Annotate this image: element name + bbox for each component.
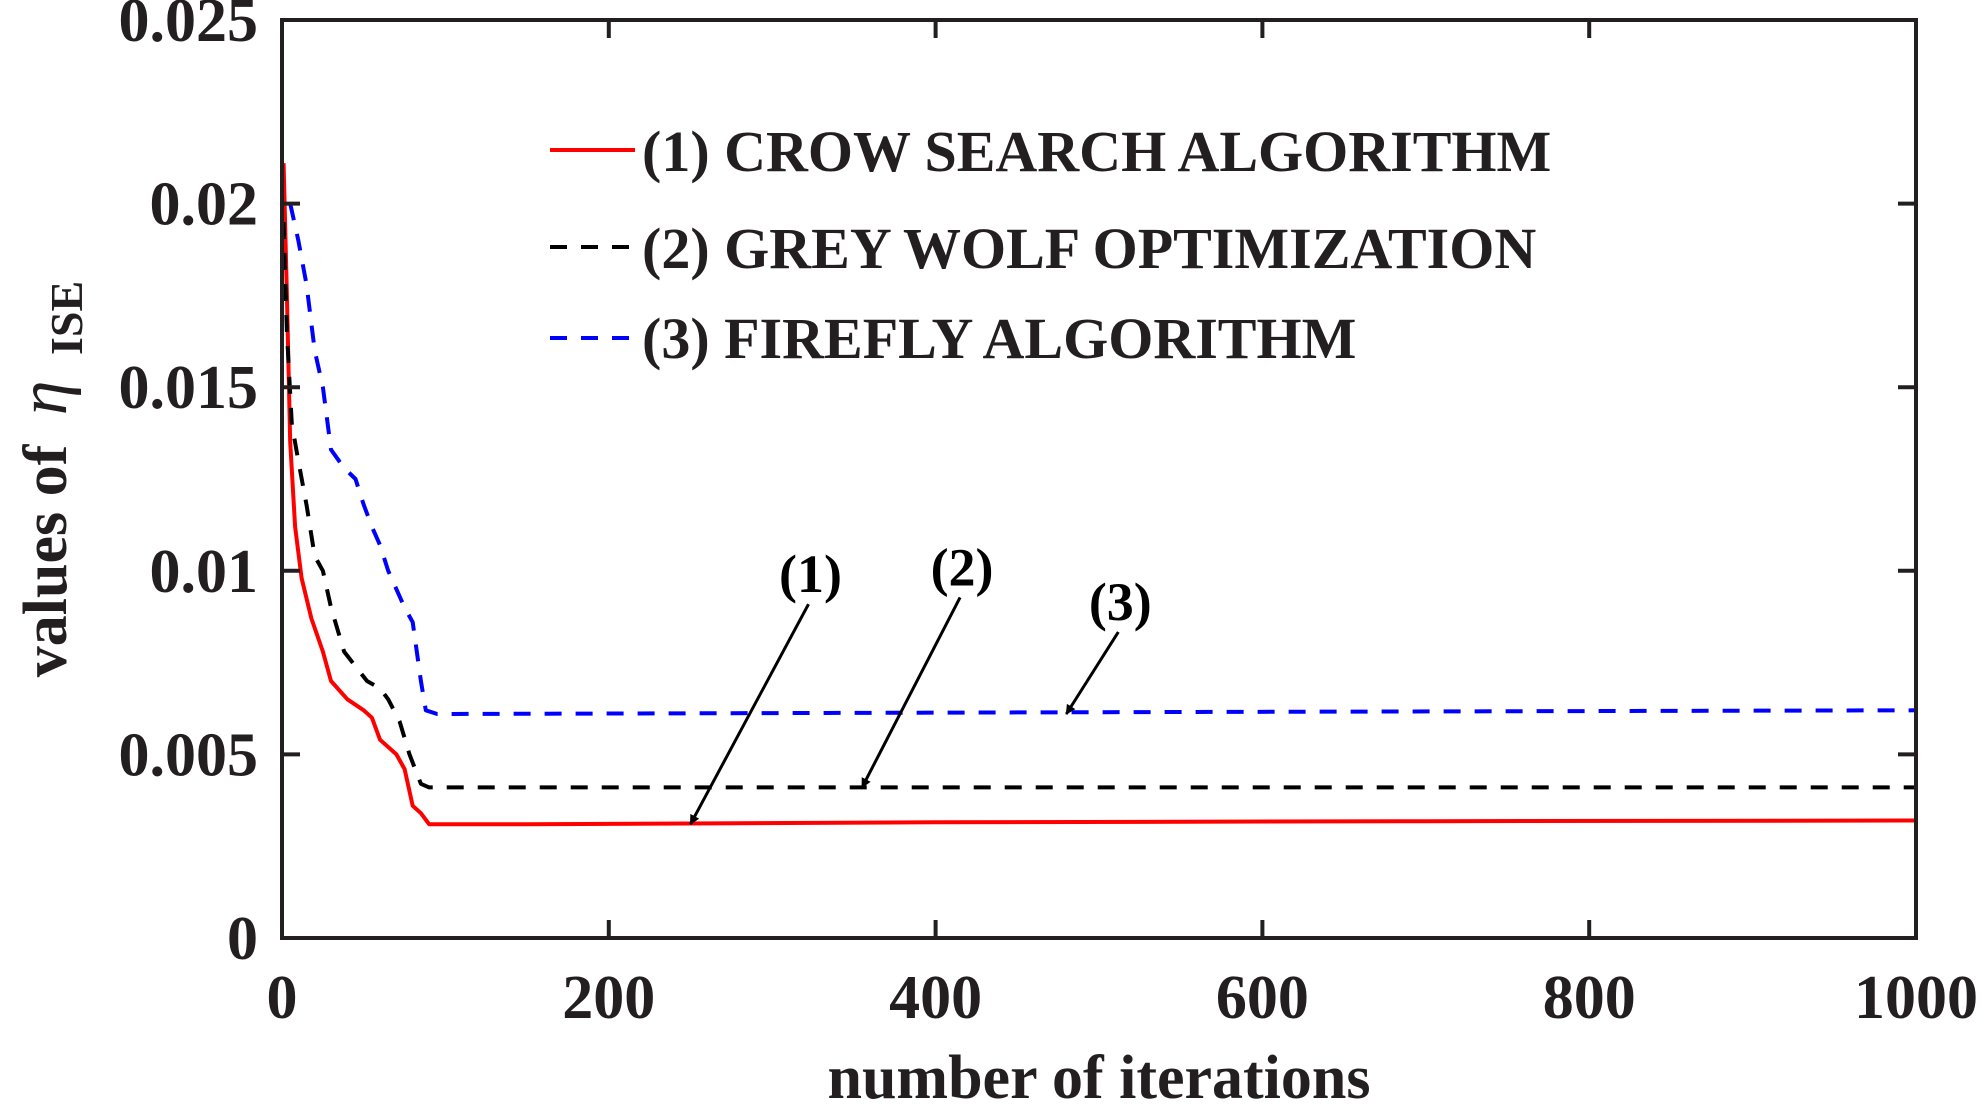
x-axis-label: number of iterations — [827, 1044, 1370, 1108]
plot-frame — [280, 18, 1918, 940]
x-tick-label: 800 — [1543, 964, 1636, 1032]
y-tick-label: 0.01 — [150, 538, 259, 606]
y-tick-label: 0.015 — [119, 354, 259, 422]
x-tick-label: 600 — [1216, 964, 1309, 1032]
x-tick-label: 400 — [889, 964, 982, 1032]
y-axis-label: values of η ISE — [5, 281, 92, 677]
annotation-arrow-1 — [689, 603, 810, 826]
legend: (1) CROW SEARCH ALGORITHM (2) GREY WOLF … — [550, 119, 1551, 371]
legend-label-1: (1) CROW SEARCH ALGORITHM — [642, 119, 1551, 184]
y-axis-label-prefix: values of — [12, 443, 80, 677]
series-line-2 — [281, 221, 1916, 790]
legend-label-2: (2) GREY WOLF OPTIMIZATION — [642, 216, 1536, 281]
y-tick-label: 0.025 — [119, 0, 259, 55]
annotation-arrow-2 — [860, 596, 962, 789]
y-tick-label: 0.005 — [119, 721, 259, 789]
annotation-arrow-3 — [1065, 631, 1120, 715]
annotation-label-2: (2) — [931, 537, 994, 597]
series-line-3 — [288, 203, 1917, 716]
y-tick-label: 0.02 — [150, 171, 259, 239]
y-tick-label: 0 — [227, 905, 258, 973]
y-axis-label-subscript: ISE — [41, 281, 92, 355]
series-line-1 — [281, 163, 1917, 827]
series-layer — [281, 163, 1917, 827]
legend-label-3: (3) FIREFLY ALGORITHM — [642, 306, 1356, 371]
x-tick-label: 0 — [267, 964, 298, 1032]
annotations: (1) (2) (3) — [689, 537, 1152, 826]
annotation-label-1: (1) — [779, 544, 842, 604]
annotation-label-3: (3) — [1089, 572, 1152, 632]
y-axis-label-symbol: η — [5, 380, 82, 415]
x-tick-label: 1000 — [1854, 964, 1978, 1032]
svg-text:values of η ISE: values of η ISE — [5, 281, 92, 677]
ticks-layer: 0 200 400 600 800 1000 0 0.005 0.01 0.015 0.02 0.02… — [119, 0, 1979, 1032]
x-tick-label: 200 — [562, 964, 655, 1032]
